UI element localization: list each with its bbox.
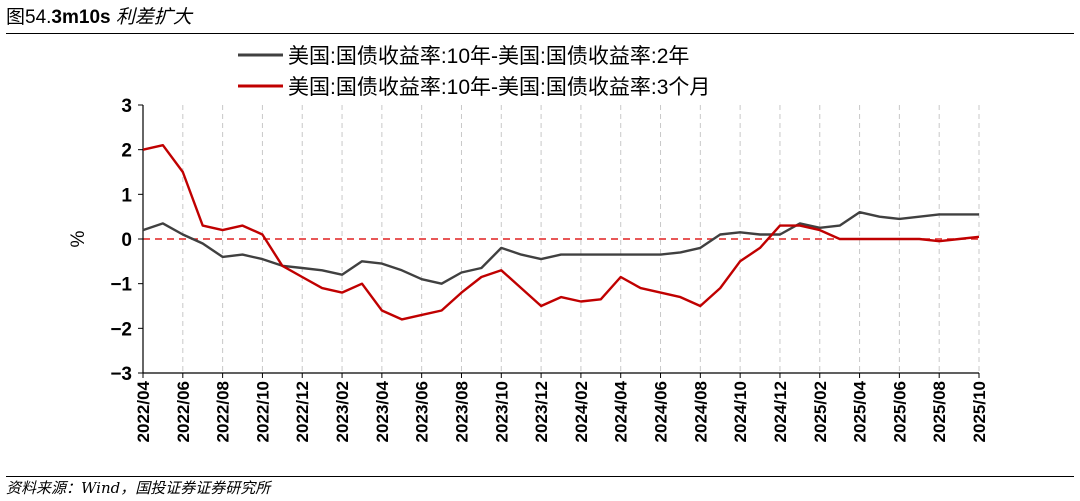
x-tick-label: 2022/10 [253,381,272,442]
x-tick-label: 2025/06 [890,381,909,442]
x-tick-label: 2023/02 [333,381,352,442]
x-tick-label: 2023/12 [532,381,551,442]
x-tick-label: 2023/08 [452,381,471,442]
x-tick-label: 2023/04 [373,380,392,442]
title-rule [6,33,1074,34]
x-tick-label: 2025/02 [811,381,830,442]
legend-label-10y-3m: 美国:国债收益率:10年-美国:国债收益率:3个月 [288,76,710,99]
figure-title: 图54.3m10s 利差扩大 [6,4,192,30]
y-tick-label: 2 [121,141,132,162]
x-tick-label: 2025/10 [970,381,989,442]
x-tick-label: 2024/10 [731,381,750,442]
x-tick-label: 2024/02 [572,381,591,442]
x-tick-label: 2023/06 [413,381,432,442]
y-axis-ticks: 3 2 1 0 −1 −2 −3 [110,96,143,385]
series-line-0 [142,210,979,285]
x-tick-label: 2022/12 [293,381,312,442]
x-tick-label: 2022/06 [174,381,193,442]
x-tick-label: 2024/08 [691,381,710,442]
legend-label-10y-2y: 美国:国债收益率:10年-美国:国债收益率:2年 [288,45,689,68]
y-tick-label: −2 [110,319,132,340]
figure-title-prefix: 图54. [6,7,52,28]
x-tick-label: 2023/10 [492,381,511,442]
figure-title-bold: 3m10s [51,7,111,28]
y-tick-label: −3 [110,364,132,385]
x-axis-ticks: 2022/04 2022/06 2022/08 2022/10 2022/12 2023/… [134,373,989,442]
series-layer [142,143,980,321]
x-tick-label: 2022/04 [134,380,153,442]
series-line-1 [142,143,980,321]
y-tick-label: −1 [110,275,132,296]
x-tick-label: 2024/04 [612,380,631,442]
source-rule [6,476,1074,477]
x-tick-label: 2024/12 [771,381,790,442]
x-tick-label: 2025/08 [930,381,949,442]
y-tick-label: 3 [121,96,132,117]
y-axis-label: % [68,230,89,247]
legend: 美国:国债收益率:10年-美国:国债收益率:2年 美国:国债收益率:10年-美国… [238,45,710,99]
y-tick-label: 1 [121,185,132,206]
x-tick-label: 2025/04 [851,380,870,442]
x-tick-label: 2024/06 [652,381,671,442]
y-tick-label: 0 [121,230,132,251]
x-tick-label: 2022/08 [214,381,233,442]
source-note: 资料来源：Wind，国投证券证券研究所 [6,479,271,497]
figure-title-text: 利差扩大 [115,6,192,28]
